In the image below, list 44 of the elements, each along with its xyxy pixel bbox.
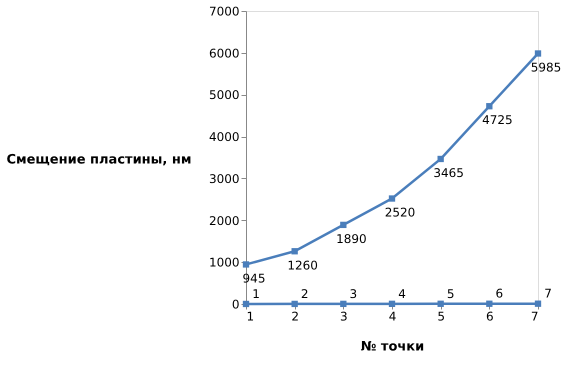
y-tick-label: 5000: [208, 88, 240, 102]
point: [340, 222, 346, 228]
data-label: 7: [544, 286, 552, 301]
point: [486, 103, 492, 110]
data-label: 2: [300, 286, 308, 301]
point: [388, 300, 396, 307]
data-label: 4: [398, 286, 406, 301]
data-label: 1260: [287, 258, 318, 272]
y-tick-label: 4000: [208, 130, 240, 144]
point: [438, 300, 444, 307]
x-tick-label: 6: [486, 310, 494, 324]
data-label: 3: [350, 286, 358, 301]
point: [534, 300, 542, 307]
x-tick-label: 4: [388, 310, 396, 324]
data-label: 6: [496, 286, 504, 301]
y-tick-label: 1000: [208, 256, 240, 270]
y-tick-label: 0: [232, 298, 240, 312]
x-tick-label: 1: [246, 310, 254, 324]
point: [534, 50, 542, 57]
point: [242, 261, 250, 268]
point: [340, 300, 346, 308]
y-tick-label: 2000: [208, 214, 240, 228]
data-label: 1: [252, 286, 260, 301]
data-label: 4725: [482, 113, 513, 128]
y-tick-label: 6000: [208, 46, 240, 60]
x-tick-label: 2: [291, 310, 299, 324]
x-tick-label: 5: [437, 310, 445, 324]
y-tick-label: 3000: [208, 172, 240, 186]
data-label: 945: [242, 271, 266, 286]
data-label: 3465: [433, 166, 464, 180]
data-label: 2520: [384, 206, 416, 220]
x-tick-label: 7: [530, 310, 538, 324]
point: [388, 195, 396, 202]
point: [292, 248, 298, 254]
data-label: 5985: [530, 60, 562, 74]
point: [486, 300, 492, 307]
point: [438, 156, 444, 162]
data-label: 1890: [336, 232, 367, 246]
y-tick-label: 7000: [208, 4, 240, 18]
y-axis-title: Смещение пластины, нм: [6, 152, 192, 168]
point: [292, 300, 298, 308]
x-tick-label: 3: [340, 310, 348, 324]
x-axis-title: № точки: [360, 340, 424, 354]
data-label: 5: [446, 286, 454, 301]
